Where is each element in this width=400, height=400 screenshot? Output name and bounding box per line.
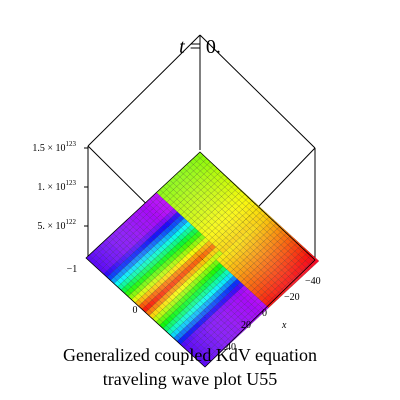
box-edge-top-right <box>199 34 316 149</box>
chart-title-var: t <box>179 36 185 58</box>
surface-plot <box>85 151 320 368</box>
x-axis-label: x <box>281 320 287 331</box>
x-tick-label: −20 <box>284 292 300 303</box>
surface-outline <box>85 151 316 368</box>
x-tick-label: 20 <box>241 320 251 331</box>
z-tick-label: 5. × 10122 <box>37 218 76 232</box>
x-tick-label: 40 <box>226 342 236 353</box>
x-tick-label: −40 <box>305 276 321 287</box>
caption-line-1: Generalized coupled KdV equation <box>63 345 317 365</box>
z-tick-label: 1.5 × 10123 <box>32 140 76 154</box>
chart-title-rest: = 0. <box>185 36 221 58</box>
y-tick-label: 0 <box>133 305 138 316</box>
box-edge-top-left <box>87 34 201 147</box>
x-tick-label: 0 <box>262 308 267 319</box>
caption-line-2: traveling wave plot U55 <box>103 369 277 389</box>
z-axis <box>84 147 88 227</box>
z-tick-label: 1. × 10123 <box>37 179 76 193</box>
y-tick-label: −1 <box>67 264 78 275</box>
